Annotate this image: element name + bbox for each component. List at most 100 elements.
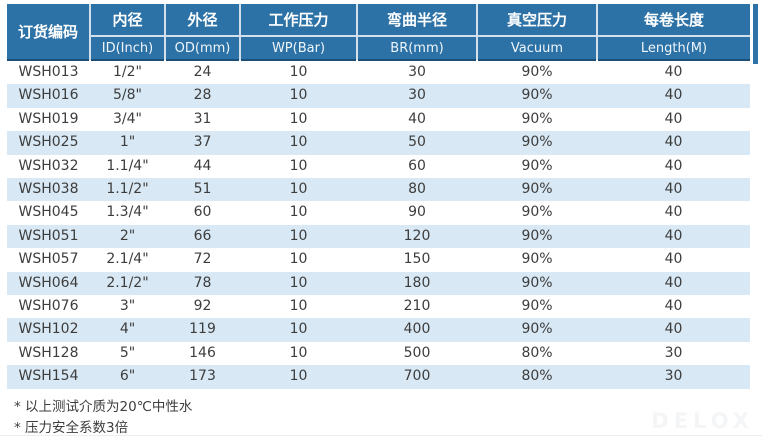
table-cell: 40: [664, 274, 683, 291]
table-cell: 30: [408, 87, 426, 104]
table-cell: 24: [193, 64, 212, 80]
table-cell: 10: [289, 64, 308, 80]
table-cell: 10: [289, 134, 308, 151]
table-cell: WSH045: [18, 204, 79, 221]
table-cell: WSH064: [18, 274, 79, 291]
header-working-pressure-en: WP(Bar): [239, 35, 357, 60]
table-row: WSH038 1.1/2" 51 10 80 90% 40: [7, 178, 750, 202]
header-working-pressure-cn: 工作压力: [239, 4, 357, 36]
table-row: WSH057 2.1/4" 72 10 150 90% 40: [7, 248, 750, 272]
table-row: WSH013 1/2" 24 10 30 90% 40: [7, 60, 750, 85]
table-cell: 3/4": [113, 110, 142, 127]
table-cell: 40: [664, 227, 683, 244]
header-vacuum-pressure-en: Vacuum: [476, 35, 597, 60]
table-cell: 78: [193, 274, 212, 291]
table-cell: WSH154: [18, 368, 79, 385]
table-cell: 4": [119, 321, 136, 338]
table-cell: 60: [193, 204, 212, 221]
table-cell: 66: [193, 227, 212, 244]
table-cell: 90%: [521, 227, 553, 244]
table-cell: 90%: [521, 298, 553, 315]
table-cell: 10: [289, 110, 308, 127]
header-bend-radius-cn: 弯曲半径: [356, 4, 477, 36]
table-cell: 40: [664, 87, 683, 104]
table-cell: 30: [664, 344, 683, 361]
table-row: WSH064 2.1/2" 78 10 180 90% 40: [7, 271, 750, 296]
table-cell: 40: [664, 251, 683, 268]
table-cell: 10: [289, 181, 308, 198]
table-cell: 40: [664, 157, 683, 174]
table-cell: 40: [664, 204, 683, 221]
cropped-next-column-sliver: [753, 4, 758, 64]
table-cell: 1.3/4": [106, 204, 149, 221]
table-cell: WSH016: [18, 87, 79, 104]
table-cell: WSH051: [18, 227, 79, 244]
table-cell: 72: [193, 251, 212, 268]
table-cell: 40: [664, 110, 683, 127]
table-cell: 10: [289, 321, 308, 338]
table-cell: 90%: [521, 251, 553, 268]
table-cell: 90%: [521, 321, 553, 338]
table-cell: 1.1/4": [106, 157, 149, 174]
table-cell: 40: [408, 110, 426, 127]
table-cell: WSH057: [18, 251, 79, 268]
header-order-code: 订货编码: [7, 4, 90, 60]
header-roll-length-cn: 每卷长度: [596, 4, 750, 36]
header-row-cn: 订货编码 内径 外径 工作压力 弯曲半径 真空压力 每卷长度: [7, 4, 750, 60]
header-outer-diameter-en: OD(mm): [164, 35, 240, 60]
table-cell: 40: [664, 321, 683, 338]
table-row: WSH051 2" 66 10 120 90% 40: [7, 224, 750, 249]
table-cell: 119: [189, 321, 216, 338]
table-cell: 3": [119, 298, 136, 315]
footnote-safety-factor: * 压力安全系数3倍: [14, 419, 129, 436]
table-cell: WSH038: [18, 181, 79, 198]
table-cell: WSH013: [18, 64, 79, 80]
table-row: WSH019 3/4" 31 10 40 90% 40: [7, 107, 750, 132]
table-cell: 2": [119, 227, 136, 244]
table-cell: 10: [289, 251, 308, 268]
table-cell: 51: [193, 181, 212, 198]
table-cell: 92: [193, 298, 212, 315]
header-bend-radius-en: BR(mm): [356, 35, 477, 60]
table-cell: 90%: [521, 134, 553, 151]
table-cell: 50: [408, 134, 426, 151]
table-cell: 2.1/4": [106, 251, 149, 268]
table-cell: 90%: [521, 204, 553, 221]
table-row: WSH102 4" 119 10 400 90% 40: [7, 318, 750, 342]
table-cell: 1": [119, 134, 136, 151]
table-cell: 180: [403, 274, 431, 291]
table-row: WSH045 1.3/4" 60 10 90 90% 40: [7, 201, 750, 225]
table-cell: 700: [403, 368, 431, 385]
table-cell: 80: [408, 181, 426, 198]
table-cell: 10: [289, 227, 308, 244]
table-cell: WSH102: [18, 321, 79, 338]
table-cell: 10: [289, 274, 308, 291]
table-row: WSH016 5/8" 28 10 30 90% 40: [7, 84, 750, 108]
table-cell: 5/8": [113, 87, 142, 104]
table-cell: WSH019: [18, 110, 79, 127]
table-cell: 150: [403, 251, 431, 268]
table-cell: 60: [408, 157, 426, 174]
table-cell: 40: [664, 134, 683, 151]
table-cell: WSH032: [18, 157, 79, 174]
table-cell: 90%: [521, 274, 553, 291]
table-cell: 10: [289, 157, 308, 174]
table-row: WSH032 1.1/4" 44 10 60 90% 40: [7, 154, 750, 179]
table-cell: 80%: [521, 368, 553, 385]
table-cell: 44: [193, 157, 212, 174]
table-cell: 31: [193, 110, 212, 127]
header-inner-diameter-en: ID(Inch): [89, 35, 165, 60]
table-cell: 90: [408, 204, 426, 221]
table-row: WSH025 1" 37 10 50 90% 40: [7, 131, 750, 155]
table-cell: 90%: [521, 181, 553, 198]
table-cell: 1/2": [113, 64, 142, 80]
table-header: 订货编码 内径 外径 工作压力 弯曲半径 真空压力 每卷长度 ID(Inch) …: [7, 4, 750, 60]
table-cell: WSH076: [18, 298, 79, 315]
table-cell: WSH025: [18, 134, 79, 151]
footnote-test-medium: * 以上测试介质为20℃中性水: [14, 398, 193, 415]
table-cell: 40: [664, 64, 683, 80]
table-cell: 120: [403, 227, 431, 244]
table-cell: 90%: [521, 157, 553, 174]
header-roll-length-en: Length(M): [596, 35, 750, 60]
hose-spec-table: 订货编码 内径 外径 工作压力 弯曲半径 真空压力 每卷长度 ID(Inch) …: [7, 4, 750, 389]
